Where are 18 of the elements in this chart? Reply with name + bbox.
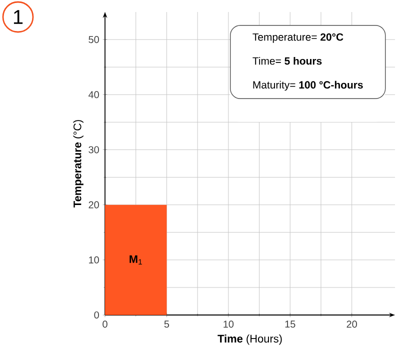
annotation: M$_{1}$ xyxy=(130,255,142,264)
text: 1 xyxy=(14,10,23,24)
x-tick-label: 5 xyxy=(164,320,170,328)
y-axis-title: Temperature (°C) xyxy=(73,120,84,208)
y-tick-label: 20 xyxy=(88,201,99,208)
x-axis-title: Time (Hours) xyxy=(218,334,282,345)
y-tick-label: 0 xyxy=(94,311,99,319)
y-tick-label: 30 xyxy=(88,146,99,154)
y-tick-label: 50 xyxy=(88,36,99,44)
y-tick-label: 40 xyxy=(88,91,99,98)
x-tick-label: 0 xyxy=(102,320,108,328)
x-tick-label: 20 xyxy=(346,320,357,328)
annotation: Maturity= 100 °C-hours xyxy=(253,80,363,91)
x-tick-label: 10 xyxy=(224,320,234,328)
x-tick-label: 15 xyxy=(285,320,296,328)
y-tick-label: 10 xyxy=(89,256,99,264)
annotation: Temperature= 20°C xyxy=(252,33,344,43)
annotation: Time= 5 hours xyxy=(252,56,322,65)
